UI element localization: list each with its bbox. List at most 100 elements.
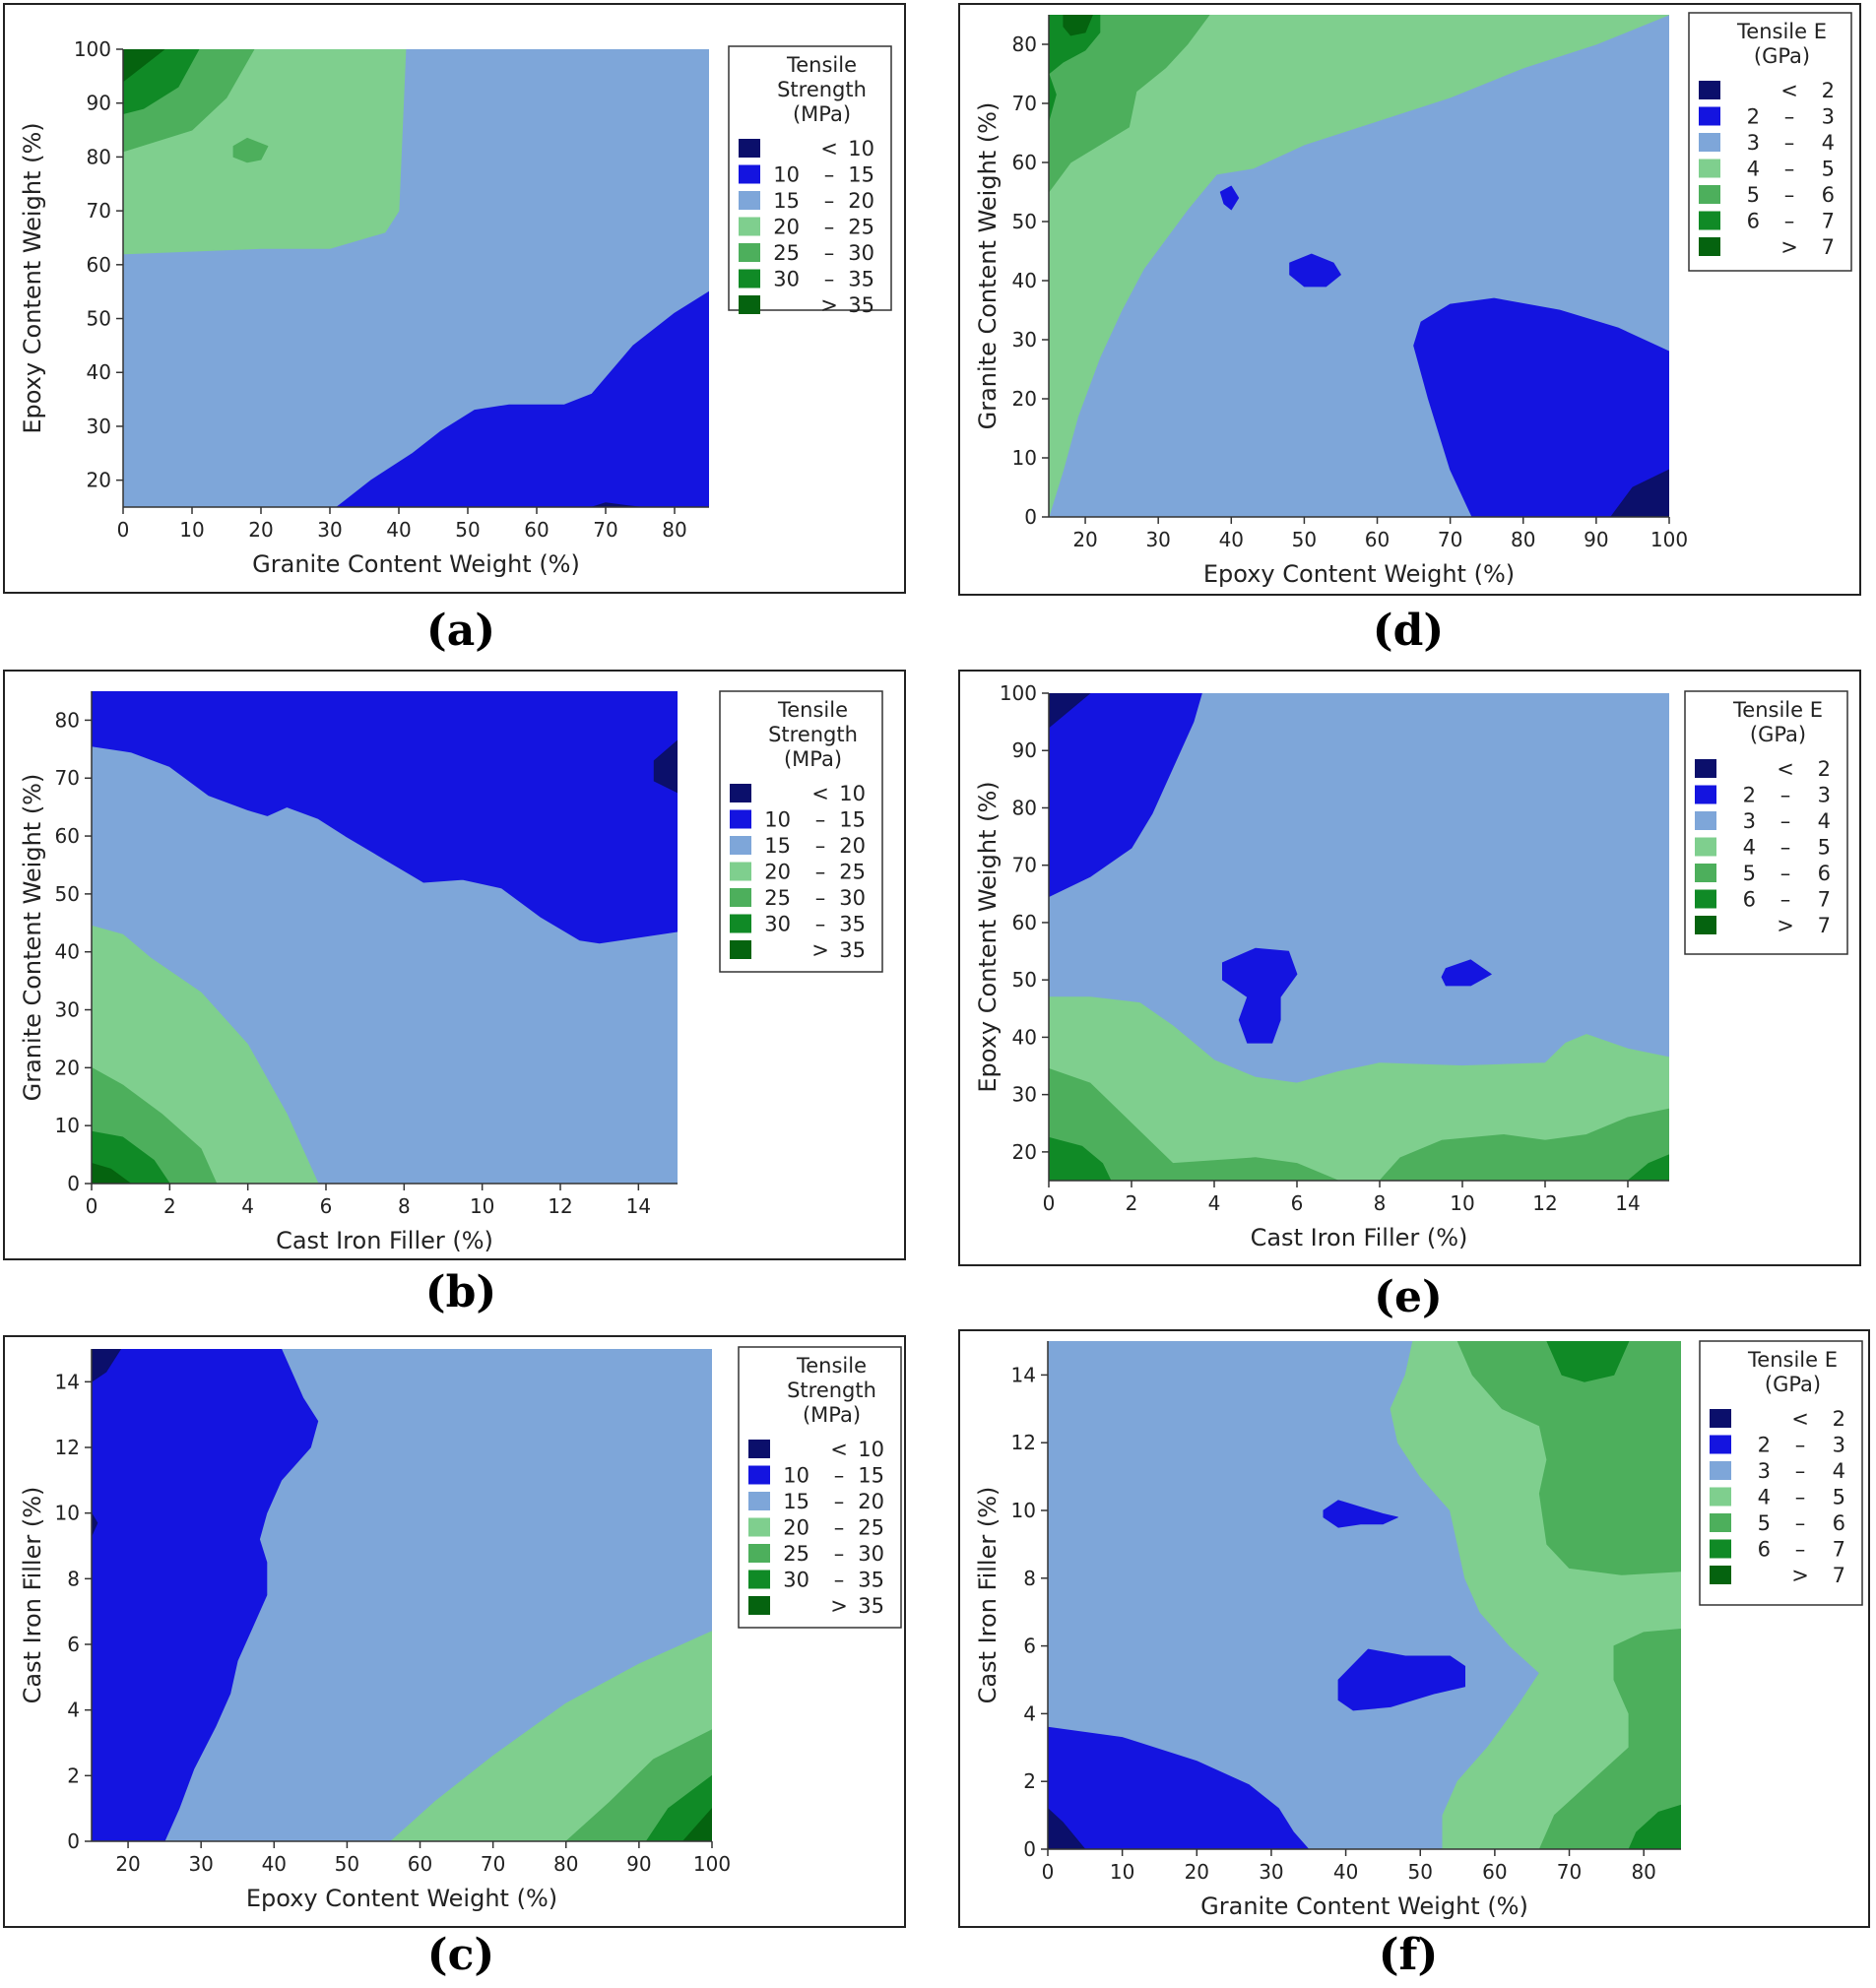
legend-title-line: (MPa) <box>793 102 851 126</box>
y-tick-label: 80 <box>1012 32 1037 56</box>
legend-swatch-band-6 <box>1699 237 1720 256</box>
contour-region-band-0 <box>1049 693 1091 729</box>
legend-range-high: 30 <box>848 241 874 265</box>
legend-range-symbol: > <box>1780 235 1798 259</box>
legend-range-symbol: < <box>1777 757 1794 781</box>
legend-range-low: 2 <box>1758 1434 1771 1457</box>
legend-swatch-band-0 <box>748 1440 770 1458</box>
contour-regions <box>92 691 678 1184</box>
contour-region-band-0 <box>653 739 678 794</box>
legend-range-low: 30 <box>773 268 800 291</box>
x-axis-label: Cast Iron Filler (%) <box>276 1227 493 1254</box>
legend-swatch-band-4 <box>748 1544 770 1563</box>
legend-range-symbol: – <box>1780 888 1791 912</box>
legend-range-symbol: < <box>1791 1407 1809 1431</box>
x-tick-label: 0 <box>86 1194 98 1218</box>
legend-range-high: 3 <box>1818 784 1831 807</box>
contour-region-band-6 <box>123 49 165 83</box>
y-tick-label: 40 <box>1012 1025 1037 1049</box>
legend-range-high: 15 <box>858 1464 884 1488</box>
legend-swatch-band-2 <box>730 836 751 855</box>
y-tick-label: 80 <box>1012 796 1037 819</box>
legend-range-symbol: > <box>811 938 829 962</box>
x-tick-label: 10 <box>1110 1860 1134 1884</box>
legend-swatch-band-5 <box>748 1570 770 1589</box>
legend-range-low: 10 <box>764 808 791 832</box>
legend-d: Tensile E(GPa)< 22–33–44–55–66–7> 7 <box>1688 12 1852 272</box>
contour-region-band-1 <box>336 290 709 507</box>
y-tick-label: 6 <box>1023 1635 1036 1658</box>
y-tick-label: 12 <box>1011 1431 1036 1454</box>
legend-range-high: 7 <box>1822 210 1835 233</box>
legend-range-low: 4 <box>1747 158 1760 181</box>
y-tick-label: 6 <box>67 1633 80 1656</box>
legend-range-symbol: – <box>824 241 835 265</box>
y-tick-label: 2 <box>1023 1769 1036 1793</box>
legend-range-low: 15 <box>783 1490 809 1513</box>
y-tick-label: 12 <box>55 1436 80 1459</box>
legend-range-low: 5 <box>1747 183 1760 207</box>
contour-regions <box>123 49 709 507</box>
x-tick-label: 0 <box>1043 1191 1056 1215</box>
legend-range-symbol: – <box>1784 131 1795 155</box>
legend-range-high: 7 <box>1818 914 1831 937</box>
legend-title-line: Strength <box>768 723 858 746</box>
legend-title-line: Tensile <box>786 53 857 77</box>
y-tick-label: 70 <box>55 766 80 790</box>
legend-range-low: 6 <box>1743 888 1756 912</box>
legend-range-symbol: – <box>815 834 826 858</box>
contour-region-band-1 <box>1221 947 1298 1044</box>
y-tick-label: 0 <box>1024 505 1037 529</box>
legend-swatch-band-6 <box>748 1596 770 1615</box>
x-tick-label: 90 <box>626 1852 651 1876</box>
contour-region-band-4 <box>1049 15 1210 193</box>
y-tick-label: 60 <box>87 253 111 277</box>
legend-range-symbol: – <box>815 913 826 936</box>
x-tick-label: 2 <box>1126 1191 1138 1215</box>
legend-range-symbol: – <box>1780 784 1791 807</box>
legend-range-symbol: > <box>820 293 838 317</box>
contour-regions <box>1049 693 1669 1181</box>
contour-region-band-1 <box>1413 297 1669 517</box>
x-tick-label: 0 <box>117 518 130 542</box>
legend-swatch-band-0 <box>1710 1409 1731 1428</box>
legend-range-high: 35 <box>848 268 874 291</box>
legend-range-low: 20 <box>783 1516 809 1540</box>
legend-range-symbol: – <box>1780 809 1791 833</box>
subfigure-label-d: (d) <box>1372 606 1445 656</box>
contour-region-band-1 <box>1048 1726 1310 1849</box>
contour-region-band-4 <box>1538 1628 1681 1849</box>
legend-range-high: 30 <box>839 886 866 910</box>
y-tick-label: 20 <box>55 1056 80 1079</box>
contour-chart-e: 0 2 4 6 8 10 12 14 20 30 40 50 60 70 80 90 100 Cast Iron … <box>974 681 1848 1251</box>
contour-regions <box>92 1349 712 1841</box>
y-tick-label: 4 <box>67 1699 80 1722</box>
legend-range-low: 10 <box>773 163 800 187</box>
y-tick-label: 10 <box>55 1114 80 1137</box>
legend-swatch-band-5 <box>730 914 751 933</box>
contour-region-band-5 <box>1049 1136 1112 1181</box>
legend-swatch-band-3 <box>739 217 760 236</box>
legend-swatch-band-5 <box>739 269 760 289</box>
legend-range-symbol: – <box>834 1542 845 1566</box>
x-tick-label: 80 <box>662 518 686 542</box>
legend-range-symbol: – <box>834 1490 845 1513</box>
legend-range-high: 20 <box>848 189 874 213</box>
y-tick-label: 100 <box>74 37 111 61</box>
legend-swatch-band-6 <box>730 940 751 959</box>
x-tick-label: 80 <box>1631 1860 1655 1884</box>
legend-swatch-band-6 <box>1695 916 1716 934</box>
legend-range-low: 6 <box>1747 210 1760 233</box>
legend-range-symbol: – <box>834 1516 845 1540</box>
x-tick-label: 100 <box>1650 528 1688 551</box>
y-tick-label: 30 <box>55 998 80 1022</box>
legend-swatch-band-2 <box>739 191 760 210</box>
legend-swatch-band-0 <box>739 139 760 158</box>
legend-swatch-band-3 <box>1695 837 1716 857</box>
legend-range-high: 7 <box>1833 1564 1845 1587</box>
subfigure-label-b: (b) <box>424 1267 497 1317</box>
x-tick-label: 50 <box>1292 528 1317 551</box>
legend-range-high: 10 <box>848 137 874 160</box>
legend-range-symbol: > <box>1777 914 1794 937</box>
